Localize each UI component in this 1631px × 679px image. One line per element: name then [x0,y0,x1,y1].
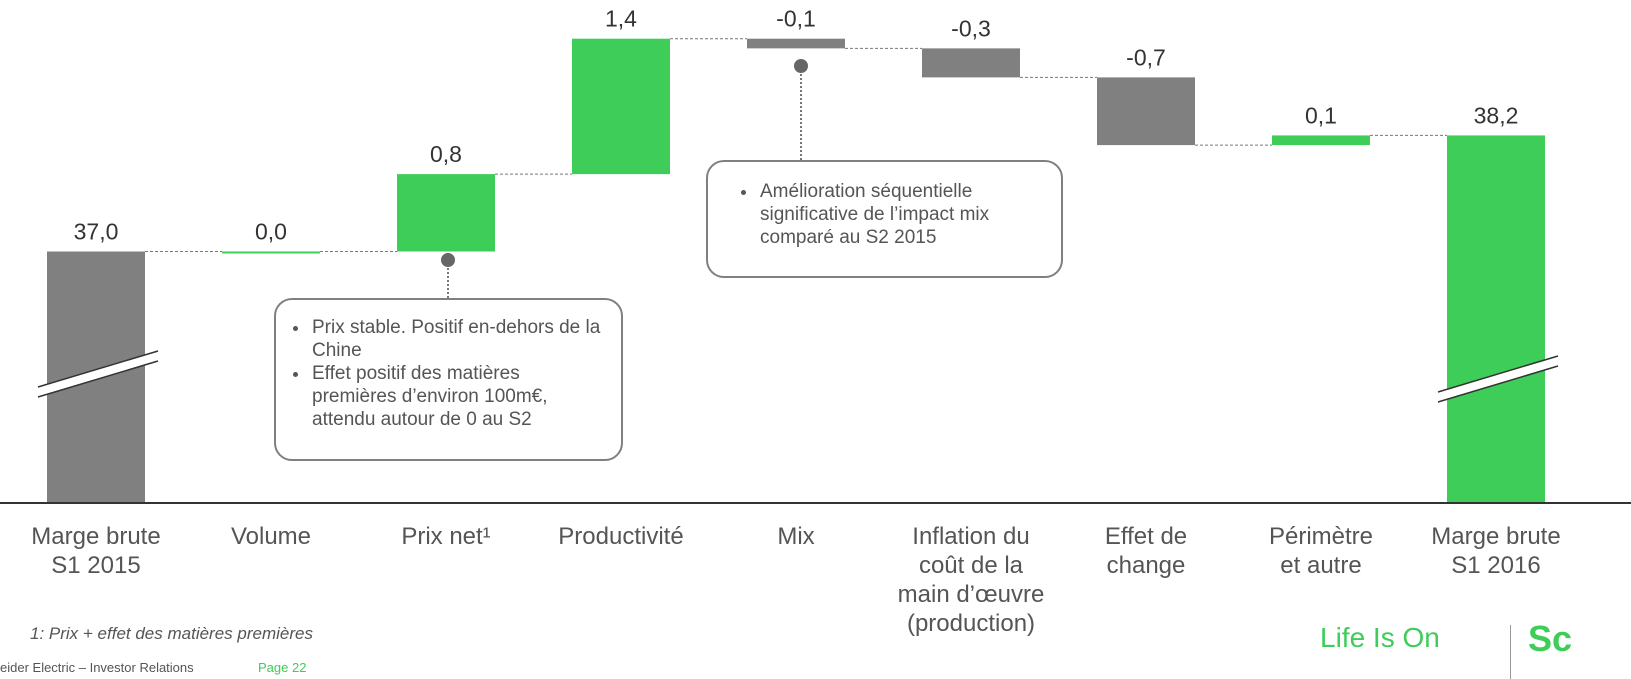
bar [222,251,320,254]
x-tick-label: Productivité [558,523,684,550]
bar [1097,77,1195,146]
bar [747,38,845,49]
value-label: -0,7 [1126,44,1166,70]
bullet: Amélioration séquentielle significative … [758,180,1047,249]
x-tick-label: Marge brute S1 2016 [1431,523,1561,579]
callout-dot [794,59,808,73]
bar [922,48,1020,78]
footer-source: eider Electric – Investor Relations [0,660,194,675]
bar [397,174,495,252]
x-tick-label: Marge brute S1 2015 [31,523,161,579]
divider [1510,625,1511,679]
bullet-list: Prix stable. Positif en-dehors de la Chi… [286,316,607,431]
page-number: Page 22 [258,660,307,675]
value-label: -0,1 [776,6,816,32]
value-label: 1,4 [605,6,637,32]
value-label: 0,1 [1305,102,1337,128]
callout: Amélioration séquentielle significative … [706,160,1063,278]
x-tick-label: Prix net¹ [401,523,491,550]
axis-break-line [1437,365,1559,403]
bullet: Effet positif des matières premières d’e… [310,362,607,431]
bullet: Prix stable. Positif en-dehors de la Chi… [310,316,607,362]
callout-dot [441,253,455,267]
axis-break-line [37,350,159,388]
x-tick-label: Périmètre et autre [1268,523,1374,579]
value-label: 37,0 [74,219,119,245]
tagline: Life Is On [1320,622,1440,653]
bar [1447,135,1545,503]
axis-break-line [37,360,159,398]
x-tick-label: Volume [230,523,312,550]
x-tick-label: Effet de change [1104,523,1188,579]
value-label: -0,3 [951,15,991,41]
footnote: 1: Prix + effet des matières premières [30,624,313,643]
value-label: 38,2 [1474,102,1519,128]
logo: Sc [1528,618,1573,659]
callout: Prix stable. Positif en-dehors de la Chi… [274,298,623,461]
axis-break [38,351,158,397]
bullet-list: Amélioration séquentielle significative … [734,180,1047,249]
value-label: 0,8 [430,141,462,167]
axis-break-line [1437,355,1559,393]
value-label: 0,0 [255,219,287,245]
x-tick-label: Inflation du coût de la main d’œuvre (pr… [897,523,1045,637]
bar [572,38,670,175]
x-tick-label: Mix [777,523,815,550]
axis-break [1438,356,1558,402]
bar [1272,135,1370,146]
